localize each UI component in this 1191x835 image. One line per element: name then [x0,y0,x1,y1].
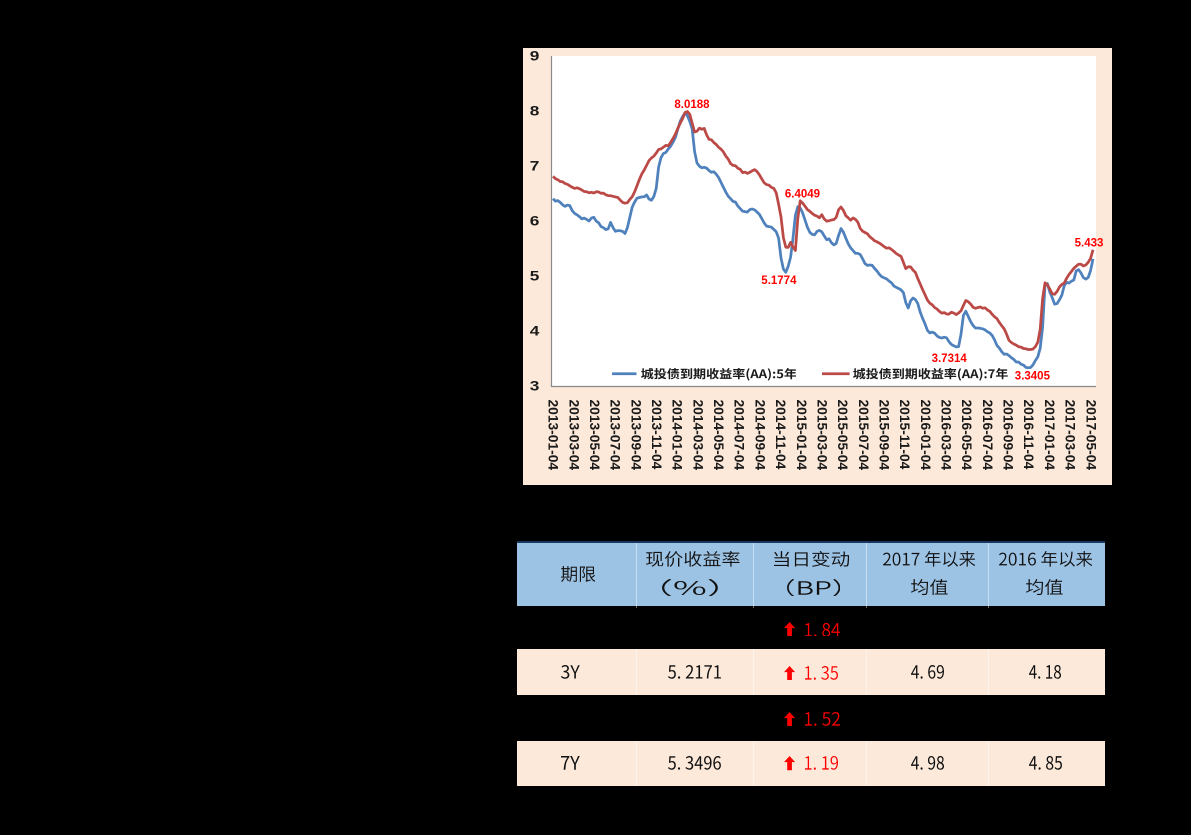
svg-text:7: 7 [530,159,540,174]
svg-text:6.4049: 6.4049 [785,188,820,200]
svg-text:2014-09-04: 2014-09-04 [752,400,767,471]
svg-text:2014-05-04: 2014-05-04 [711,400,726,471]
svg-text:2013-03-04: 2013-03-04 [566,400,581,471]
svg-text:2015-09-04: 2015-09-04 [877,400,892,471]
svg-text:2016-07-04: 2016-07-04 [980,400,995,471]
svg-text:2017-05-04: 2017-05-04 [1083,400,1098,471]
svg-text:6: 6 [530,214,540,229]
svg-text:3.7314: 3.7314 [932,353,968,365]
svg-text:4: 4 [530,324,540,339]
svg-text:2014-01-04: 2014-01-04 [670,400,685,471]
svg-text:2016-03-04: 2016-03-04 [939,400,954,471]
svg-text:5.433: 5.433 [1075,237,1104,249]
svg-text:2014-11-04: 2014-11-04 [773,400,788,470]
svg-text:2013-01-04: 2013-01-04 [546,400,561,471]
svg-text:2016-11-04: 2016-11-04 [1021,400,1036,470]
svg-text:2014-03-04: 2014-03-04 [690,400,705,471]
svg-text:2013-09-04: 2013-09-04 [628,400,643,471]
svg-text:2013-11-04: 2013-11-04 [649,400,664,470]
svg-text:2017-03-04: 2017-03-04 [1063,400,1078,471]
svg-text:2015-05-04: 2015-05-04 [835,400,850,471]
svg-text:2015-01-04: 2015-01-04 [794,400,809,471]
svg-text:2013-07-04: 2013-07-04 [608,400,623,471]
svg-text:2017-01-04: 2017-01-04 [1042,400,1057,471]
svg-text:2013-05-04: 2013-05-04 [587,400,602,471]
svg-text:3: 3 [530,379,540,394]
svg-text:3.3405: 3.3405 [1015,371,1051,383]
svg-text:5: 5 [530,269,540,284]
svg-text:5.1774: 5.1774 [761,275,797,287]
svg-text:2015-07-04: 2015-07-04 [856,400,871,471]
svg-text:2016-05-04: 2016-05-04 [959,400,974,471]
svg-text:2015-11-04: 2015-11-04 [897,400,912,470]
svg-text:2016-09-04: 2016-09-04 [1001,400,1016,471]
svg-text:8.0188: 8.0188 [674,99,710,111]
svg-text:2015-03-04: 2015-03-04 [814,400,829,471]
svg-text:9: 9 [530,49,540,64]
svg-text:8: 8 [530,104,540,119]
svg-text:2016-01-04: 2016-01-04 [918,400,933,471]
svg-text:2014-07-04: 2014-07-04 [732,400,747,471]
